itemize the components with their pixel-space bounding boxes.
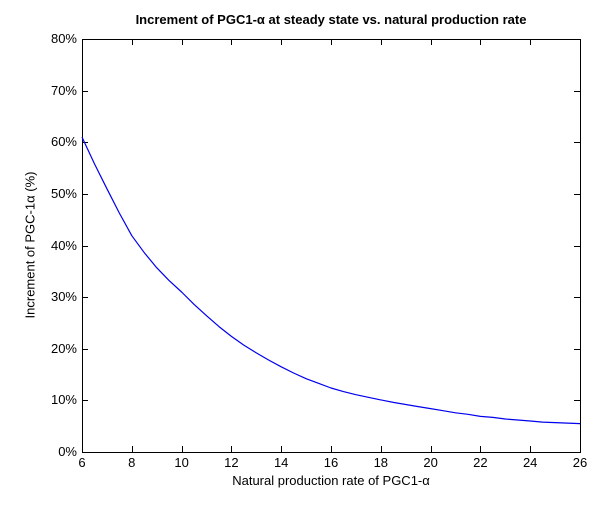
x-tick-label: 18	[373, 455, 389, 470]
y-tick-label: 10%	[50, 392, 77, 408]
x-tick-label: 8	[128, 455, 136, 470]
y-tick-label: 30%	[50, 289, 77, 305]
x-tick-label: 6	[78, 455, 86, 470]
y-tick-label: 50%	[50, 185, 77, 201]
y-tick-label: 0%	[58, 444, 77, 459]
x-tick-label: 20	[423, 455, 438, 470]
y-tick-label: 70%	[50, 82, 77, 98]
y-tick-label: 80%	[50, 31, 77, 46]
y-tick-label: 40%	[50, 237, 77, 253]
chart-title: Increment of PGC1-α at steady state vs. …	[135, 12, 527, 27]
x-tick-label: 12	[224, 455, 239, 470]
y-tick-label: 20%	[50, 340, 77, 356]
y-tick-label: 60%	[50, 134, 77, 150]
x-tick-label: 16	[323, 455, 339, 470]
x-axis-label: Natural production rate of PGC1-α	[232, 473, 430, 488]
x-tick-label: 10	[174, 455, 189, 470]
data-curve	[81, 136, 581, 425]
x-tick-label: 24	[522, 455, 538, 470]
x-tick-label: 26	[572, 455, 588, 470]
x-tick-label: 22	[473, 455, 488, 470]
plot-box	[82, 39, 581, 453]
x-tick-label: 14	[273, 455, 289, 470]
